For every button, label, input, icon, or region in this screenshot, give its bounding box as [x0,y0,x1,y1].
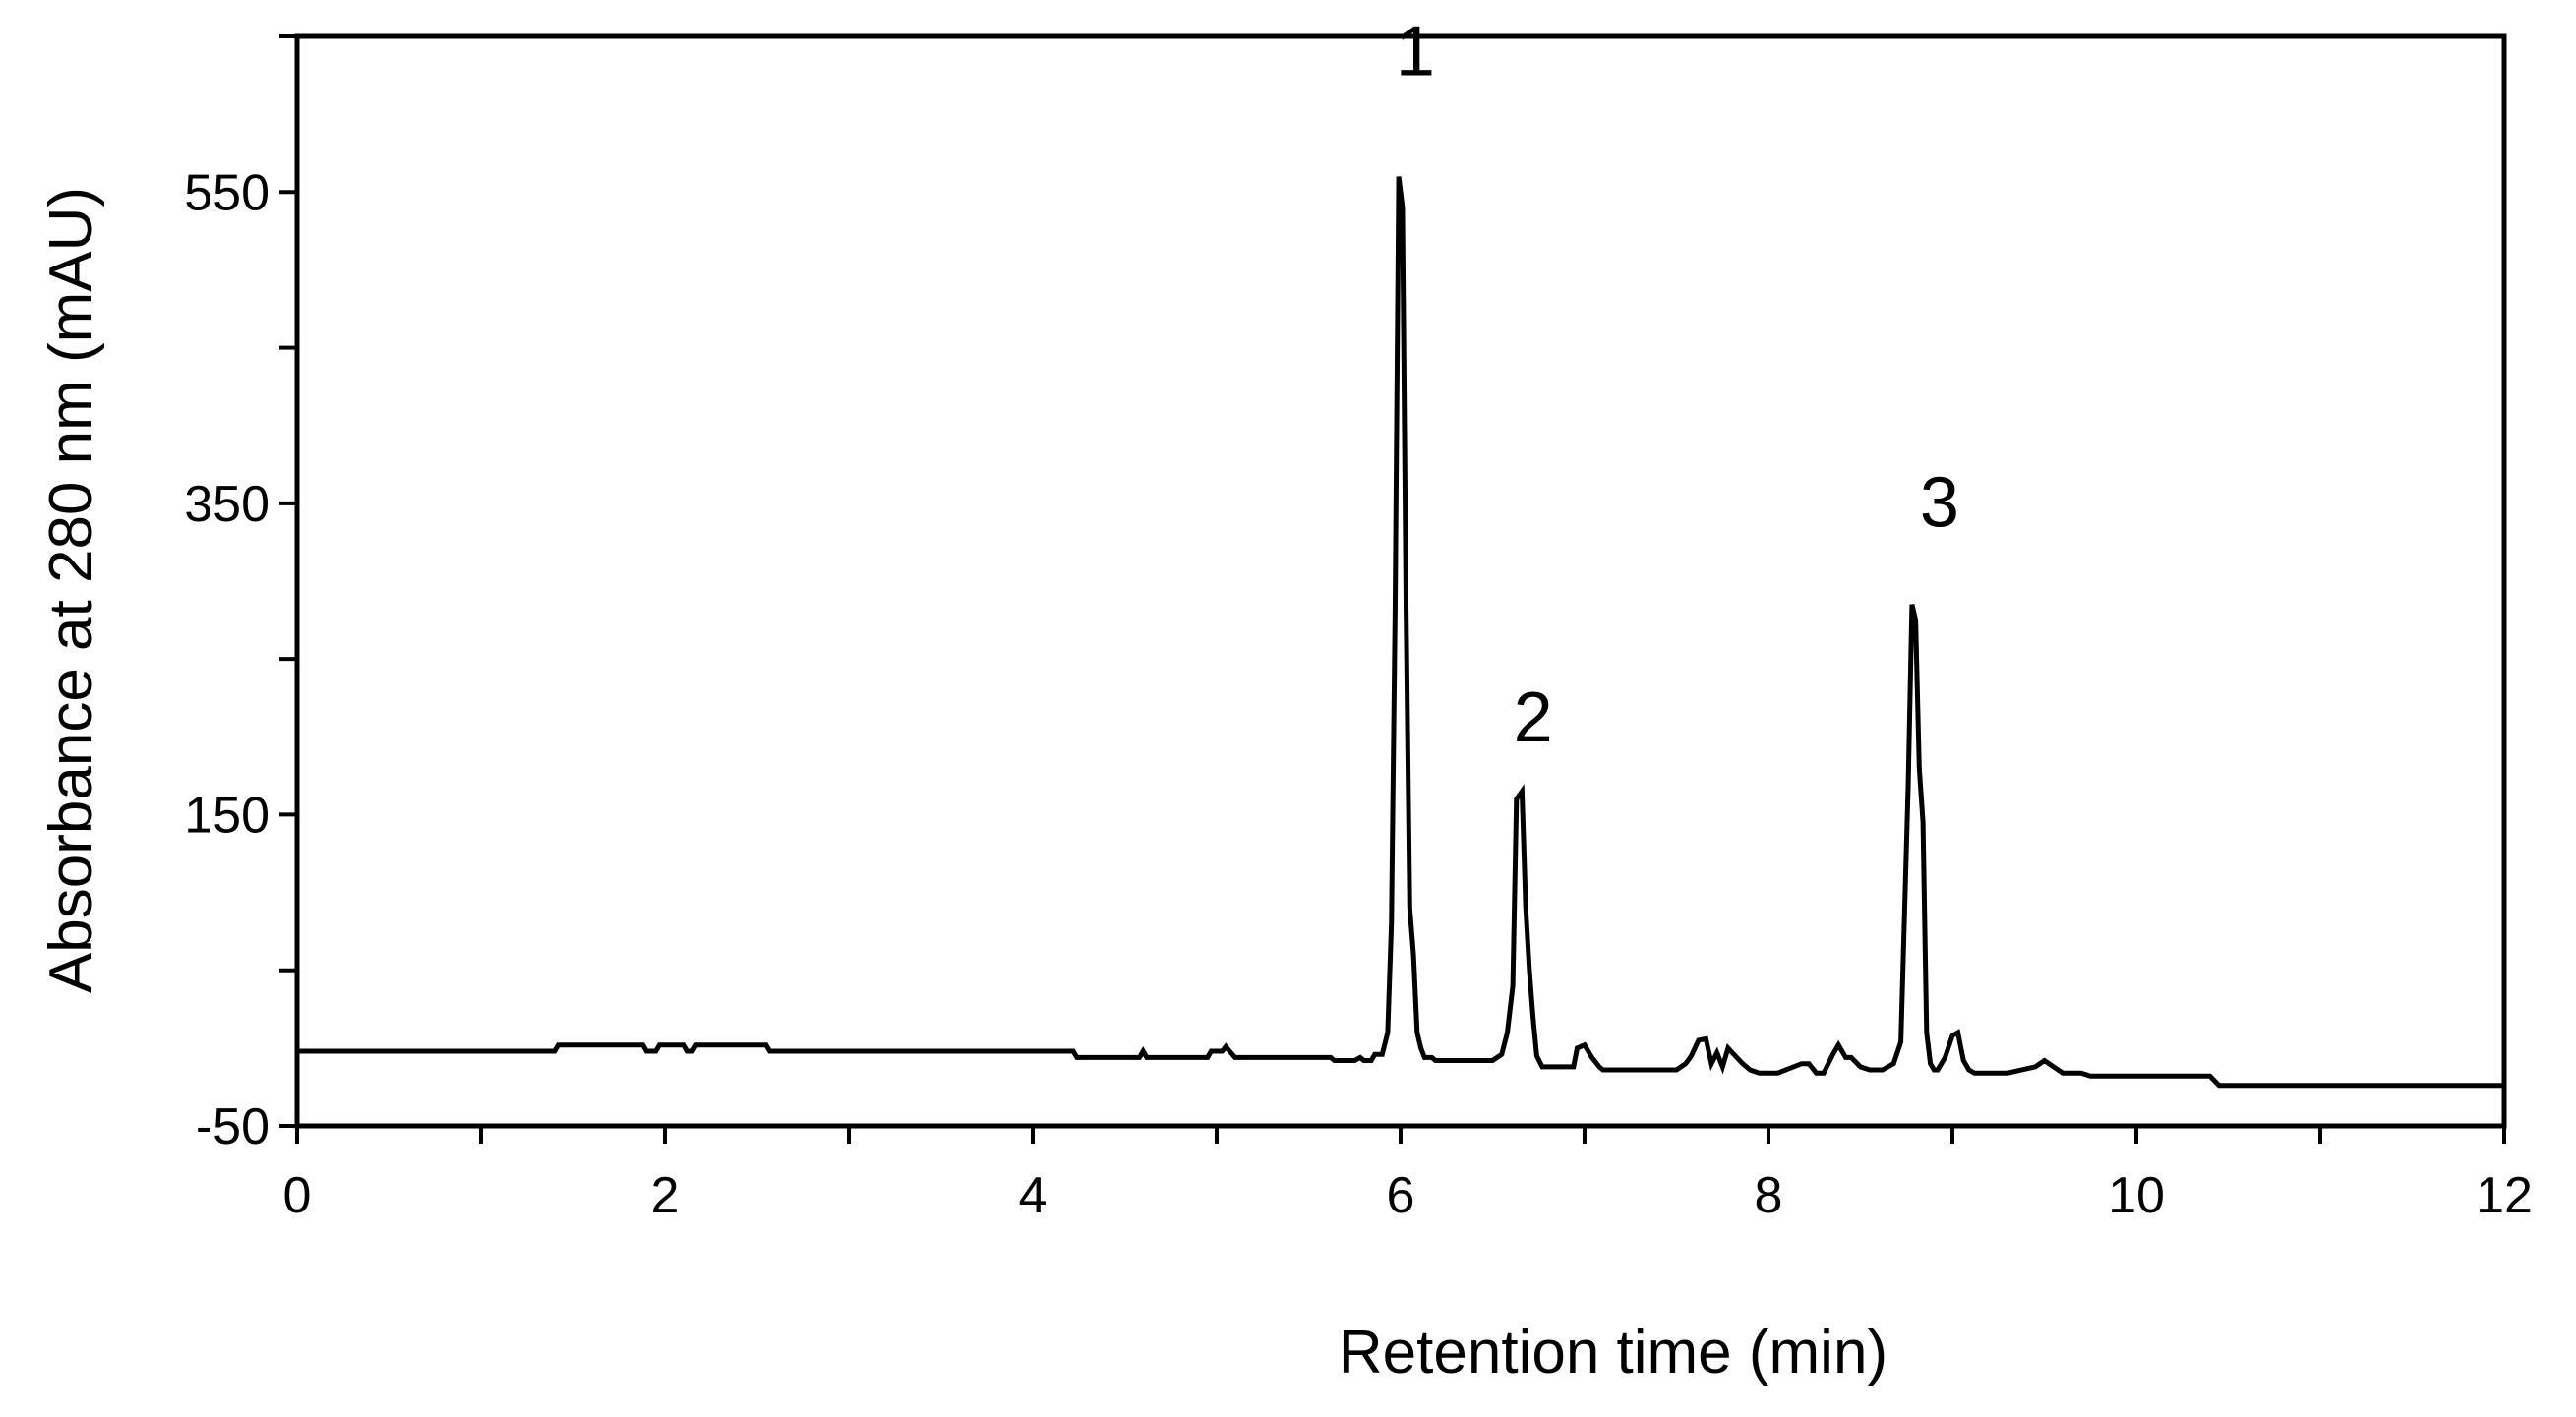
x-tick-label: 12 [2476,1167,2533,1224]
y-tick-label: -50 [196,1098,270,1155]
peak-labels: 1 2 3 [1396,13,1959,757]
y-axis-ticks: -50 150 350 550 [184,34,297,1155]
y-tick-label: 150 [184,787,270,844]
x-axis-title: Retention time (min) [1339,1319,1887,1387]
x-tick-label: 2 [651,1167,680,1224]
peak-label-3: 3 [1920,464,1959,543]
y-tick-label: 550 [184,164,270,221]
peak-label-1: 1 [1396,13,1435,91]
x-tick-label: 6 [1387,1167,1415,1224]
x-tick-label: 10 [2108,1167,2165,1224]
chromatogram-trace [297,176,2504,1089]
y-tick-label: 350 [184,476,270,533]
x-tick-label: 0 [283,1167,312,1224]
y-axis-title: Absorbance at 280 nm (mAU) [37,187,105,993]
x-axis-ticks: 0 2 4 6 8 10 12 [283,1126,2533,1224]
x-tick-label: 8 [1755,1167,1783,1224]
x-tick-label: 4 [1019,1167,1048,1224]
peak-label-2: 2 [1514,679,1553,757]
